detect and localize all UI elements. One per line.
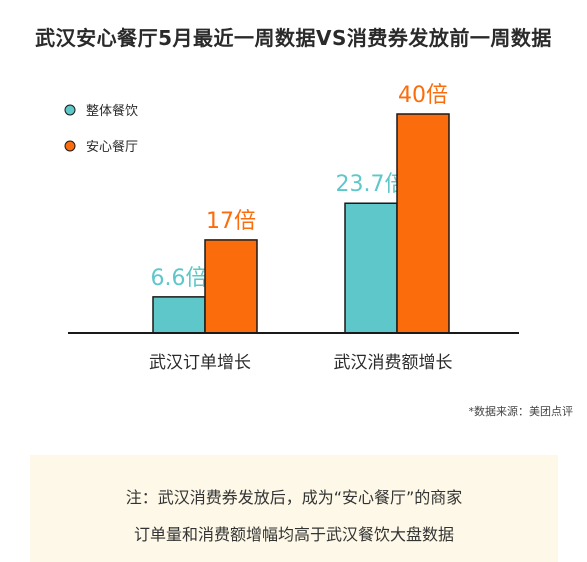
bar-safe-0 bbox=[204, 239, 258, 334]
bar-overall-0 bbox=[152, 296, 206, 334]
note-line-2: 订单量和消费额增幅均高于武汉餐饮大盘数据 bbox=[133, 525, 454, 544]
bar-safe-1 bbox=[396, 113, 450, 334]
data-label: 40倍 bbox=[398, 83, 448, 108]
legend-marker bbox=[64, 104, 76, 116]
x-tick-label: 武汉订单增长 bbox=[149, 353, 251, 373]
data-label: 23.7倍 bbox=[336, 172, 407, 197]
note-box: 注：武汉消费券发放后，成为“安心餐厅”的商家 订单量和消费额增幅均高于武汉餐饮大… bbox=[30, 455, 558, 562]
data-label: 17倍 bbox=[206, 209, 256, 234]
data-label: 6.6倍 bbox=[151, 266, 208, 291]
chart-title: 武汉安心餐厅5月最近一周数据VS消费券发放前一周数据 bbox=[35, 26, 552, 50]
x-tick-label: 武汉消费额增长 bbox=[334, 353, 453, 373]
note-line-1: 注：武汉消费券发放后，成为“安心餐厅”的商家 bbox=[125, 488, 463, 507]
legend-marker bbox=[64, 140, 76, 152]
legend-label: 安心餐厅 bbox=[86, 139, 138, 155]
data-source: *数据来源：美团点评 bbox=[468, 405, 574, 418]
legend-label: 整体餐饮 bbox=[86, 103, 138, 119]
bar-overall-1 bbox=[344, 202, 398, 334]
